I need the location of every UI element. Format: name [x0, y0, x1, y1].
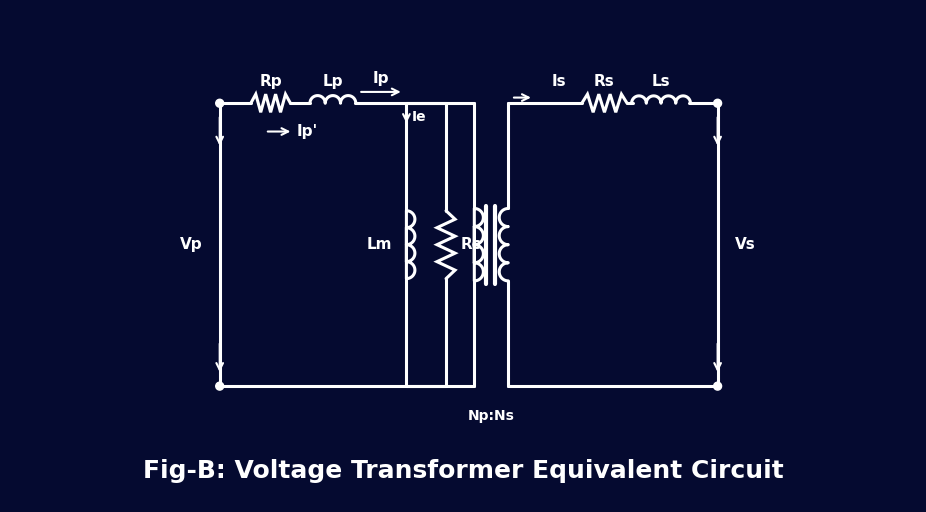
Circle shape: [216, 99, 224, 107]
Text: Rc: Rc: [460, 237, 481, 252]
Circle shape: [216, 382, 224, 390]
Text: Ip: Ip: [372, 71, 389, 86]
Text: Vp: Vp: [180, 237, 203, 252]
Text: Rs: Rs: [594, 74, 615, 89]
Circle shape: [714, 382, 721, 390]
Text: Is: Is: [552, 74, 567, 89]
Text: Np:Ns: Np:Ns: [468, 409, 515, 423]
Text: Vs: Vs: [734, 237, 756, 252]
Text: Ls: Ls: [652, 74, 670, 89]
Text: Rp: Rp: [259, 74, 282, 89]
Text: Ie: Ie: [412, 111, 427, 124]
Text: Lp: Lp: [322, 74, 344, 89]
Text: Lm: Lm: [367, 237, 393, 252]
Text: Ip': Ip': [296, 124, 318, 139]
Circle shape: [714, 99, 721, 107]
Text: Fig-B: Voltage Transformer Equivalent Circuit: Fig-B: Voltage Transformer Equivalent Ci…: [143, 459, 783, 483]
